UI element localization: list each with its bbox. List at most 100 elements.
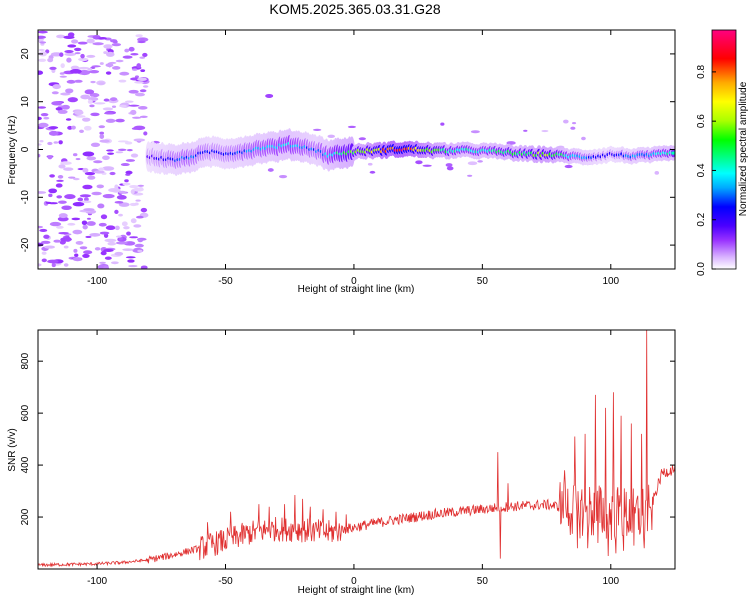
spectrogram-noise-blob bbox=[38, 106, 47, 109]
spectrogram-noise-blob bbox=[564, 164, 573, 169]
spectrogram-noise-blob bbox=[572, 122, 577, 125]
spectrogram-noise-blob bbox=[523, 129, 528, 132]
spectrogram-noise-blob bbox=[83, 250, 93, 255]
spectrogram-noise-blob bbox=[58, 140, 63, 145]
spectrogram-noise-blob bbox=[119, 71, 130, 76]
spectrogram-noise-blob bbox=[122, 182, 131, 186]
spectrogram-noise-blob bbox=[133, 125, 146, 131]
spectrogram-noise-blob bbox=[38, 35, 47, 39]
spectrogram-noise-blob bbox=[128, 46, 135, 52]
spectrogram-noise-blob bbox=[64, 50, 74, 54]
colorbar-frame bbox=[711, 29, 737, 270]
spectrogram-noise-blob bbox=[57, 175, 64, 179]
spectrogram-noise-blob bbox=[87, 99, 93, 104]
spectrogram-noise-blob bbox=[422, 164, 432, 167]
spectrogram-noise-blob bbox=[94, 247, 101, 251]
spectrogram-noise-blob bbox=[467, 161, 478, 166]
spectrogram-noise-blob bbox=[122, 248, 134, 251]
spectrogram-noise-blob bbox=[63, 245, 69, 249]
spectrogram-noise-blob bbox=[74, 110, 84, 116]
spectrogram-noise-blob bbox=[128, 104, 140, 107]
spectrogram-noise-blob bbox=[133, 138, 146, 142]
spectrogram-noise-blob bbox=[73, 177, 80, 181]
spectrogram-noise-blob bbox=[38, 263, 42, 267]
spectrogram-noise-blob bbox=[118, 79, 127, 83]
spectrogram-noise-blob bbox=[115, 118, 125, 123]
spectrogram-noise-blob bbox=[61, 205, 72, 211]
spectrogram-noise-blob bbox=[467, 174, 473, 177]
spectrogram-noise-blob bbox=[66, 57, 72, 63]
spectrogram-noise-blob bbox=[581, 136, 586, 141]
spectrogram-y-label: Frequency (Hz) bbox=[7, 116, 18, 185]
spectrogram-noise-blob bbox=[109, 97, 118, 102]
spectrogram-noise-blob bbox=[80, 53, 85, 59]
spectrogram-noise-blob bbox=[90, 80, 96, 84]
spectrogram-noise-blob bbox=[130, 153, 139, 158]
spectrogram-noise-blob bbox=[134, 243, 144, 248]
spectrogram-noise-blob bbox=[105, 71, 112, 75]
spectrogram-noise-blob bbox=[440, 122, 445, 126]
spectrogram-noise-blob bbox=[134, 92, 146, 97]
spectrogram-noise-blob bbox=[48, 130, 59, 136]
spectrogram-noise-blob bbox=[41, 251, 47, 255]
spectrogram-x-tick-label: 50 bbox=[477, 276, 489, 287]
spectrogram-noise-blob bbox=[73, 248, 78, 253]
colorbar: 0.0 0.2 0.4 0.6 0.8 Normalized spectral ampl… bbox=[696, 29, 749, 276]
spectrogram-noise-blob bbox=[53, 239, 61, 243]
spectrogram-noise-blob bbox=[38, 143, 42, 146]
spectrogram-noise-blob bbox=[105, 118, 116, 123]
spectrogram-noise-blob bbox=[96, 184, 104, 189]
spectrogram-noise-blob bbox=[134, 75, 139, 79]
spectrogram-noise-blob bbox=[134, 81, 144, 84]
spectrogram-noise-blob bbox=[86, 54, 96, 58]
snr-x-tick-label: -100 bbox=[87, 576, 107, 587]
spectrogram-noise-blob bbox=[142, 85, 149, 88]
spectrogram-noise-blob bbox=[117, 148, 127, 152]
spectrogram-noise-blob bbox=[47, 155, 53, 160]
spectrogram-noise-blob bbox=[90, 112, 100, 117]
spectrogram-noise-blob bbox=[56, 195, 63, 199]
spectrogram-noise-blob bbox=[82, 184, 93, 190]
spectrogram-noise-blob bbox=[75, 241, 84, 245]
spectrogram-noise-blob bbox=[119, 104, 127, 108]
spectrogram-noise-blob bbox=[98, 167, 105, 172]
spectrogram-noise-blob bbox=[64, 194, 76, 200]
spectrogram-y-tick-label: -10 bbox=[20, 190, 31, 205]
spectrogram-noise-blob bbox=[128, 89, 139, 94]
spectrogram-noise-blob bbox=[111, 105, 117, 108]
snr-x-tick-label: 100 bbox=[602, 576, 619, 587]
spectrogram-noise-blob bbox=[115, 235, 122, 238]
spectrogram-noise-blob bbox=[71, 217, 81, 221]
spectrogram-noise-blob bbox=[72, 153, 78, 157]
spectrogram-noise-blob bbox=[91, 191, 102, 196]
spectrogram-noise-blob bbox=[118, 202, 130, 207]
spectrogram-noise-blob bbox=[47, 57, 54, 63]
colorbar-tick-label: 0.0 bbox=[696, 262, 707, 276]
spectrogram-noise-blob bbox=[65, 118, 72, 121]
spectrogram-noise-blob bbox=[102, 107, 114, 111]
spectrogram-noise-blob bbox=[38, 116, 42, 121]
spectrogram-noise-blob bbox=[82, 151, 95, 157]
spectrogram-noise-blob bbox=[142, 52, 148, 58]
spectrogram-noise-blob bbox=[74, 253, 79, 257]
spectrogram-noise-blob bbox=[98, 125, 106, 129]
spectrogram-noise-blob bbox=[58, 213, 68, 219]
spectrogram-noise-blob bbox=[114, 201, 124, 204]
spectrogram-noise-blob bbox=[130, 109, 137, 115]
spectrogram-noise-blob bbox=[126, 149, 133, 152]
spectrogram-noise-blob bbox=[131, 116, 142, 119]
spectrogram-noise-blob bbox=[61, 104, 70, 110]
spectrogram-noise-blob bbox=[59, 52, 64, 57]
spectrogram-noise-blob bbox=[112, 66, 121, 70]
spectrogram-noise-blob bbox=[115, 59, 124, 63]
spectrogram-noise-blob bbox=[89, 93, 100, 98]
spectrogram-noise-blob bbox=[89, 233, 101, 237]
figure-title: KOM5.2025.365.03.31.G28 bbox=[269, 1, 440, 17]
spectrogram-noise-blob bbox=[67, 125, 73, 130]
spectrogram-noise-blob bbox=[140, 207, 148, 213]
spectrogram-x-axis: -100 -50 0 50 100 bbox=[87, 30, 620, 287]
spectrogram-noise-blob bbox=[103, 44, 113, 49]
spectrogram-noise-blob bbox=[82, 167, 89, 173]
spectrogram-noise-blob bbox=[71, 125, 76, 130]
spectrogram-noise-blob bbox=[136, 63, 142, 69]
